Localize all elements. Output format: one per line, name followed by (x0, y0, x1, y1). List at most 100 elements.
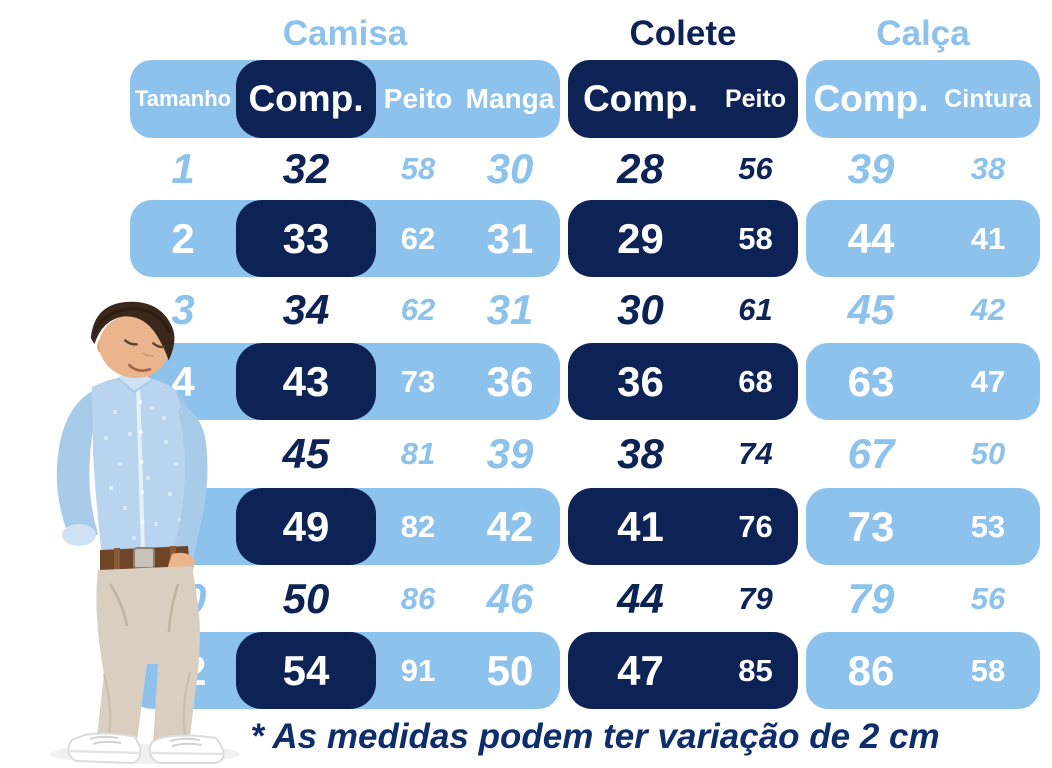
colete-peito-cell: 61 (738, 292, 773, 327)
camisa-manga-cell: 46 (486, 574, 534, 622)
camisa-cells: 2 33 62 31 (130, 200, 560, 277)
camisa-peito-cell: 82 (400, 508, 436, 544)
colete-cells: 36 68 (568, 343, 798, 420)
colete-comp-cell: 38 (617, 430, 664, 477)
calca-cintura-cell: 53 (970, 508, 1006, 544)
colete-cells: 30 61 (568, 277, 798, 343)
calca-comp-cell: 79 (847, 574, 895, 622)
camisa-manga-cell: 42 (486, 502, 534, 550)
camisa-comp-cell: 54 (236, 632, 376, 709)
calca-header-bar: Comp. Cintura (806, 60, 1040, 138)
camisa-peito-cell: 91 (400, 652, 436, 688)
camisa-manga-cell: 36 (486, 357, 534, 405)
colete-peito-cell: 85 (738, 652, 773, 688)
calca-comp-cell: 39 (847, 145, 895, 192)
table-header-row: Tamanho Comp. Peito Manga Comp. Peito Co… (0, 60, 1052, 138)
group-title-camisa: Camisa (282, 14, 408, 53)
colete-comp-cell: 44 (617, 574, 664, 622)
colete-comp-cell: 36 (617, 357, 664, 405)
camisa-header-bar: Tamanho Comp. Peito Manga (130, 60, 560, 138)
colete-comp-cell: 29 (617, 214, 664, 262)
group-title-calca: Calça (876, 14, 970, 53)
header-cell-colete-peito: Peito (724, 84, 787, 113)
colete-cells: 28 56 (568, 138, 798, 200)
camisa-comp-cell: 33 (236, 200, 376, 277)
calca-cintura-cell: 47 (970, 363, 1006, 399)
header-cell-camisa-comp: Comp. (236, 60, 376, 138)
calca-cells: 73 53 (806, 488, 1040, 565)
colete-cells: 41 76 (568, 488, 798, 565)
colete-comp-cell: 30 (617, 286, 664, 333)
header-cell-tamanho: Tamanho (134, 86, 232, 111)
header-cell-calca-cintura: Cintura (944, 84, 1032, 113)
calca-cells: 63 47 (806, 343, 1040, 420)
camisa-peito-cell: 58 (400, 151, 436, 186)
camisa-peito-cell: 62 (400, 292, 436, 327)
calca-comp-cell: 63 (847, 357, 895, 405)
table-row: 1 32 58 30 28 56 39 38 (0, 138, 1052, 200)
camisa-peito-cell: 81 (400, 436, 436, 471)
group-title-colete: Colete (629, 14, 737, 53)
colete-cells: 47 85 (568, 632, 798, 709)
colete-cells: 29 58 (568, 200, 798, 277)
camisa-comp-cell: 49 (236, 488, 376, 565)
camisa-peito-cell: 62 (400, 220, 436, 256)
colete-comp-cell: 28 (617, 145, 664, 192)
calca-comp-cell: 67 (847, 430, 895, 477)
calca-comp-cell: 45 (847, 286, 895, 333)
table-row: 6 45 81 39 38 74 67 50 (0, 420, 1052, 488)
camisa-cells: 1 32 58 30 (130, 138, 560, 200)
calca-cintura-cell: 38 (970, 151, 1006, 186)
header-cell-calca-comp: Comp. (813, 78, 929, 119)
camisa-peito-cell: 73 (400, 363, 436, 399)
camisa-comp-cell: 32 (282, 145, 330, 192)
colete-comp-cell: 41 (617, 502, 664, 550)
table-row: 4 43 73 36 36 68 63 47 (0, 343, 1052, 420)
calca-cells: 45 42 (806, 277, 1040, 343)
colete-header-bar: Comp. Peito (568, 60, 798, 138)
colete-peito-cell: 68 (738, 363, 773, 399)
size-cell: 3 (171, 286, 195, 333)
measurement-note: * As medidas podem ter variação de 2 cm (250, 717, 940, 756)
camisa-manga-cell: 30 (486, 145, 534, 192)
calca-cintura-cell: 56 (970, 580, 1006, 616)
table-row: 3 34 62 31 30 61 45 42 (0, 277, 1052, 343)
calca-comp-cell: 44 (847, 214, 895, 262)
camisa-comp-cell: 34 (282, 286, 330, 333)
colete-cells: 38 74 (568, 420, 798, 488)
colete-cells: 44 79 (568, 565, 798, 632)
calca-cintura-cell: 58 (970, 652, 1006, 688)
calca-cells: 86 58 (806, 632, 1040, 709)
boy-photo (50, 301, 240, 765)
camisa-comp-cell: 43 (236, 343, 376, 420)
colete-peito-cell: 74 (738, 436, 773, 471)
calca-cells: 67 50 (806, 420, 1040, 488)
colete-peito-cell: 58 (738, 220, 773, 256)
calca-cells: 79 56 (806, 565, 1040, 632)
header-cell-colete-comp: Comp. (582, 78, 699, 119)
size-cell: 1 (171, 145, 195, 192)
colete-peito-cell: 76 (738, 508, 773, 544)
camisa-cells: 3 34 62 31 (130, 277, 560, 343)
header-cell-camisa-manga: Manga (465, 83, 555, 114)
calca-cintura-cell: 42 (970, 292, 1006, 327)
camisa-peito-cell: 86 (400, 580, 436, 616)
camisa-cells: 4 43 73 36 (130, 343, 560, 420)
camisa-comp-cell: 50 (282, 574, 330, 622)
header-cell-camisa-peito: Peito (383, 83, 453, 114)
calca-comp-cell: 86 (847, 646, 895, 694)
camisa-manga-cell: 39 (486, 430, 534, 477)
calca-cells: 44 41 (806, 200, 1040, 277)
colete-peito-cell: 56 (738, 151, 773, 186)
table-row: 2 33 62 31 29 58 44 41 (0, 200, 1052, 277)
colete-peito-cell: 79 (738, 580, 773, 616)
camisa-manga-cell: 31 (486, 286, 534, 333)
table-row: 10 50 86 46 44 79 79 56 (0, 565, 1052, 632)
calca-cintura-cell: 41 (970, 220, 1006, 256)
calca-comp-cell: 73 (847, 502, 895, 550)
calca-cells: 39 38 (806, 138, 1040, 200)
camisa-manga-cell: 31 (486, 214, 534, 262)
calca-cintura-cell: 50 (970, 436, 1006, 471)
colete-comp-cell: 47 (617, 646, 664, 694)
